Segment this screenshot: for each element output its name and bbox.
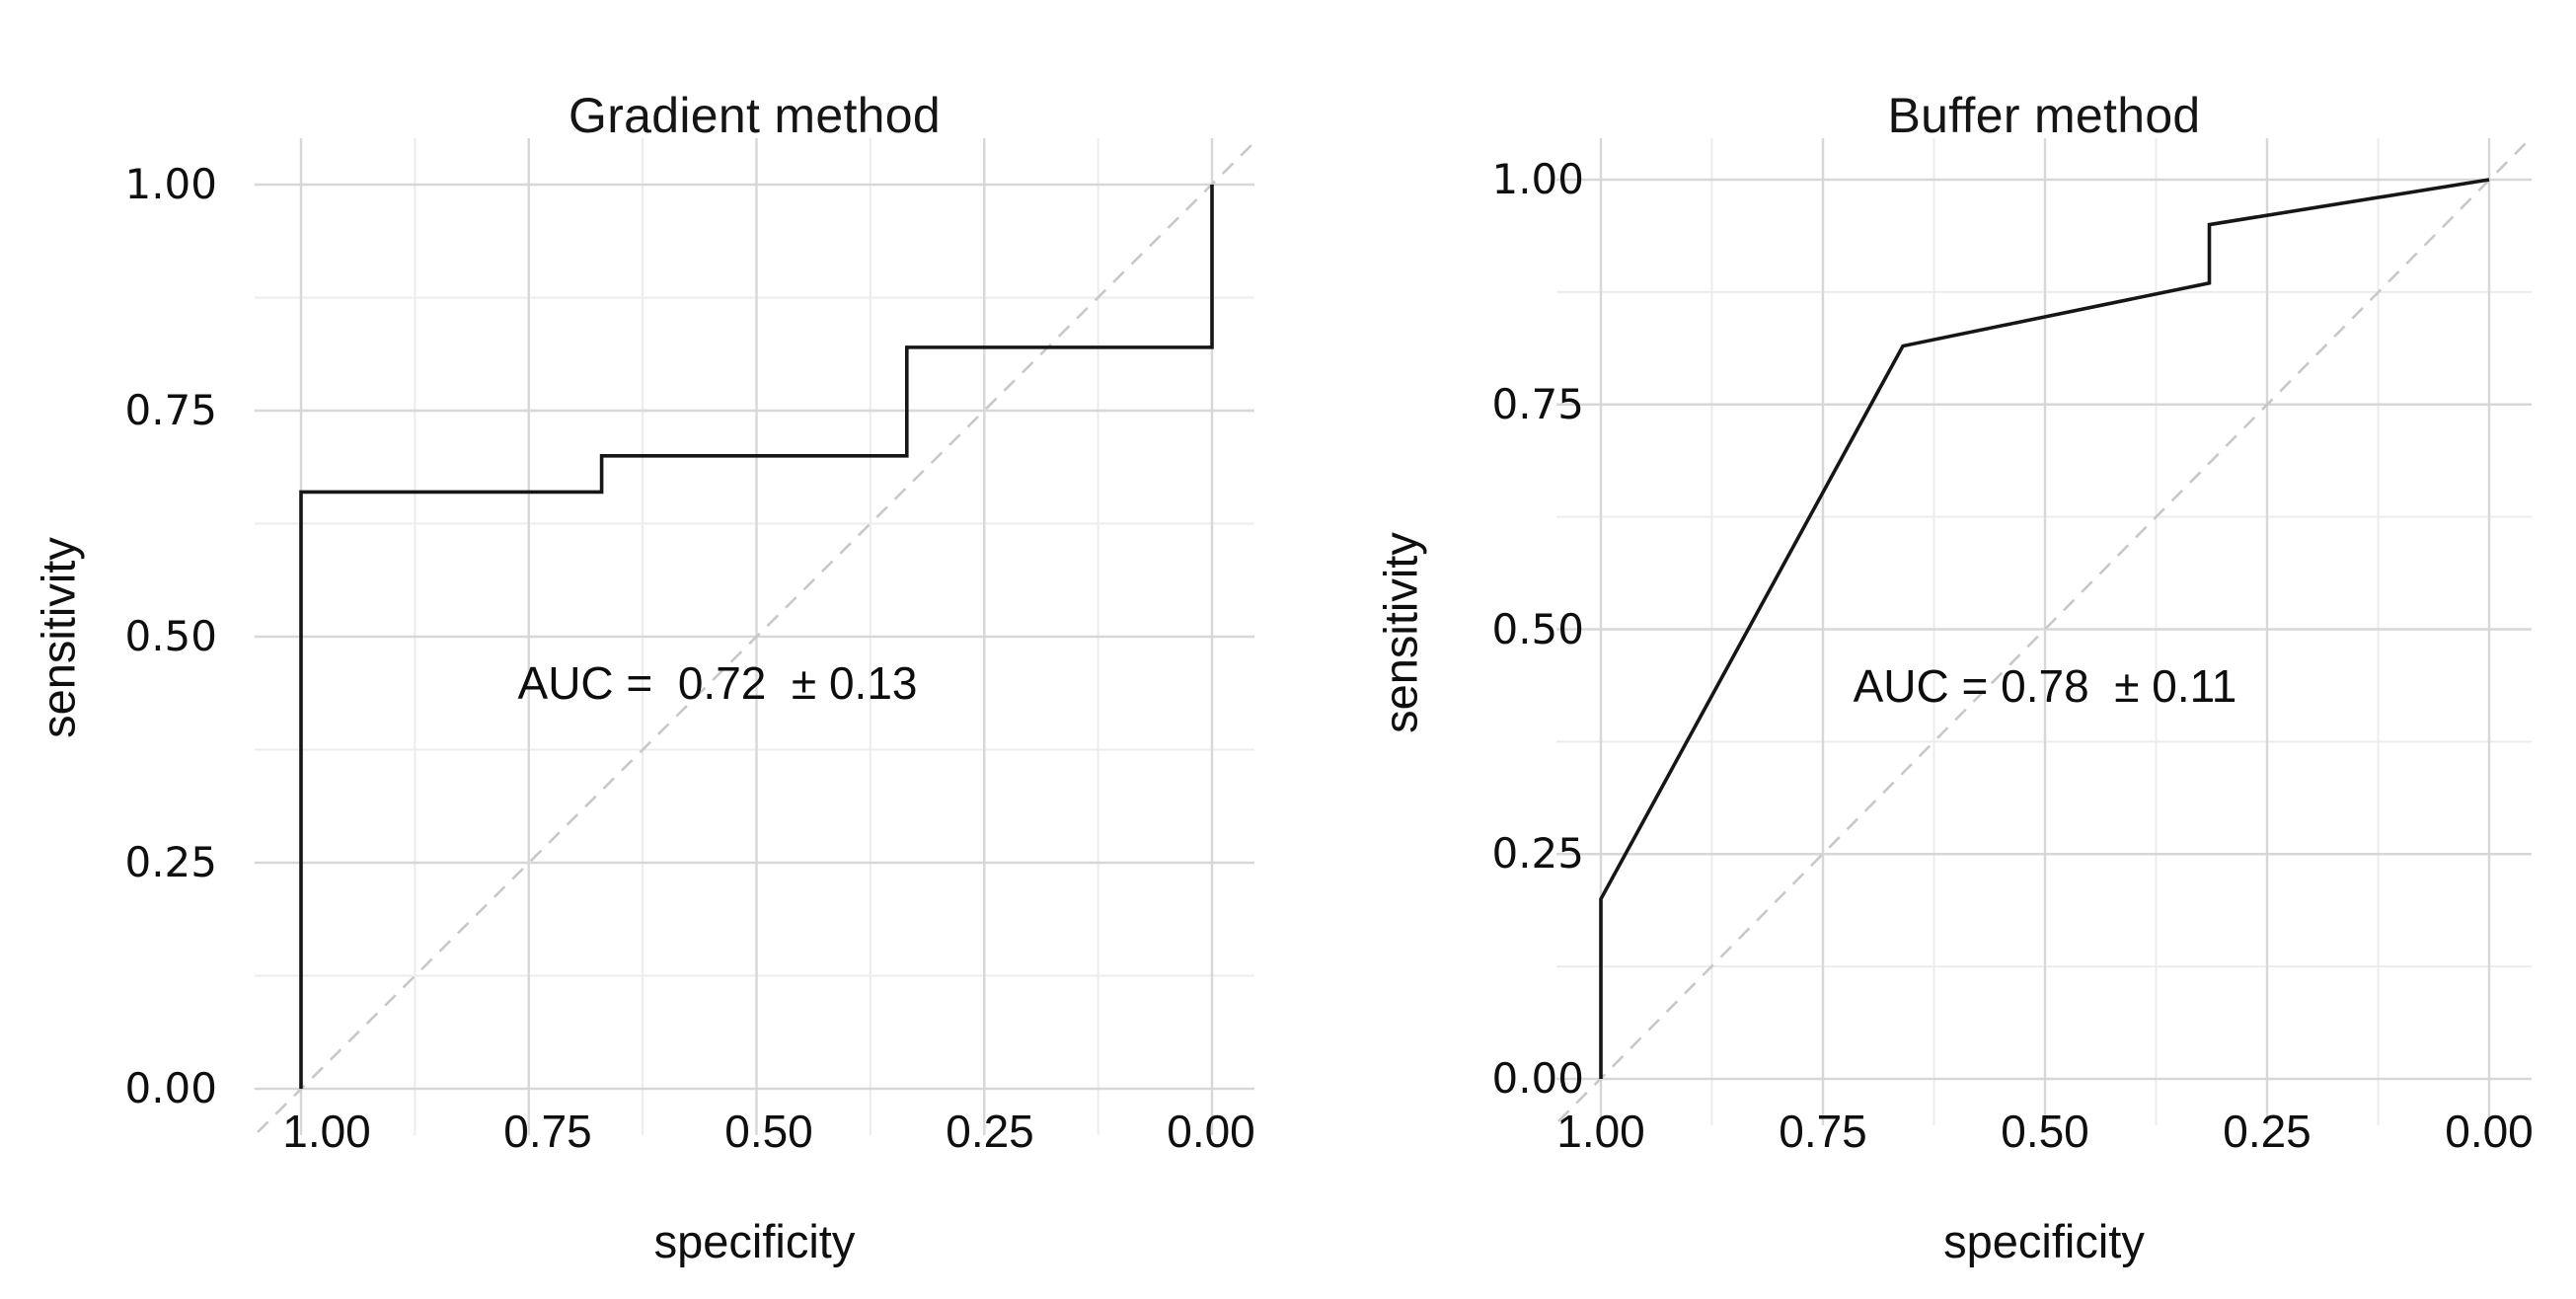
x-tick-label: 0.00	[1167, 1106, 1255, 1157]
roc-curve	[299, 185, 1214, 1089]
x-axis-title: specificity	[653, 1215, 856, 1267]
x-tick-label: 0.25	[946, 1106, 1034, 1157]
y-tick-label: 0.00	[124, 1064, 217, 1112]
roc-panel-gradient-method: Gradient method AUC = 0.72 ± 0.13 1.00 0.…	[33, 88, 1255, 1267]
x-axis-tick-labels: 1.00 0.75 0.50 0.25 0.00	[255, 1105, 1255, 1164]
y-tick-label: 0.50	[1491, 605, 1584, 653]
x-tick-label: 0.50	[2001, 1106, 2089, 1157]
roc-panel-buffer-method: Buffer method AUC = 0.78 ± 0.11 1.00 0.75…	[1375, 88, 2534, 1267]
y-tick-label: 0.50	[124, 612, 217, 660]
x-tick-label: 0.75	[503, 1106, 592, 1157]
x-tick-label: 0.25	[2223, 1106, 2311, 1157]
diagonal-reference-line	[257, 141, 1254, 1133]
x-tick-label: 0.00	[2445, 1106, 2534, 1157]
y-tick-label: 0.00	[1491, 1054, 1584, 1103]
x-axis-tick-labels: 1.00 0.75 0.50 0.25 0.00	[1556, 1105, 2534, 1164]
y-tick-label: 1.00	[124, 160, 217, 208]
chart-title: Gradient method	[568, 88, 941, 143]
chart-title: Buffer method	[1887, 88, 2201, 143]
y-tick-label: 1.00	[1491, 155, 1584, 203]
y-tick-label: 0.75	[124, 386, 217, 434]
x-tick-label: 0.50	[724, 1106, 813, 1157]
x-tick-label: 0.75	[1779, 1106, 1867, 1157]
x-axis-title: specificity	[1943, 1215, 2145, 1267]
y-tick-label: 0.25	[124, 838, 217, 886]
roc-plot-svg	[1556, 138, 2532, 1125]
auc-annotation: AUC = 0.72 ± 0.13	[517, 657, 918, 709]
x-tick-label: 1.00	[1556, 1106, 1645, 1157]
roc-curve	[1599, 178, 2490, 1079]
auc-annotation: AUC = 0.78 ± 0.11	[1853, 660, 2237, 712]
y-tick-label: 0.75	[1491, 380, 1584, 428]
y-axis-title: sensitivity	[1374, 532, 1427, 733]
y-axis-title: sensitivity	[32, 537, 85, 738]
x-tick-label: 1.00	[282, 1106, 371, 1157]
roc-plot-svg	[255, 138, 1254, 1135]
y-tick-label: 0.25	[1491, 829, 1584, 878]
